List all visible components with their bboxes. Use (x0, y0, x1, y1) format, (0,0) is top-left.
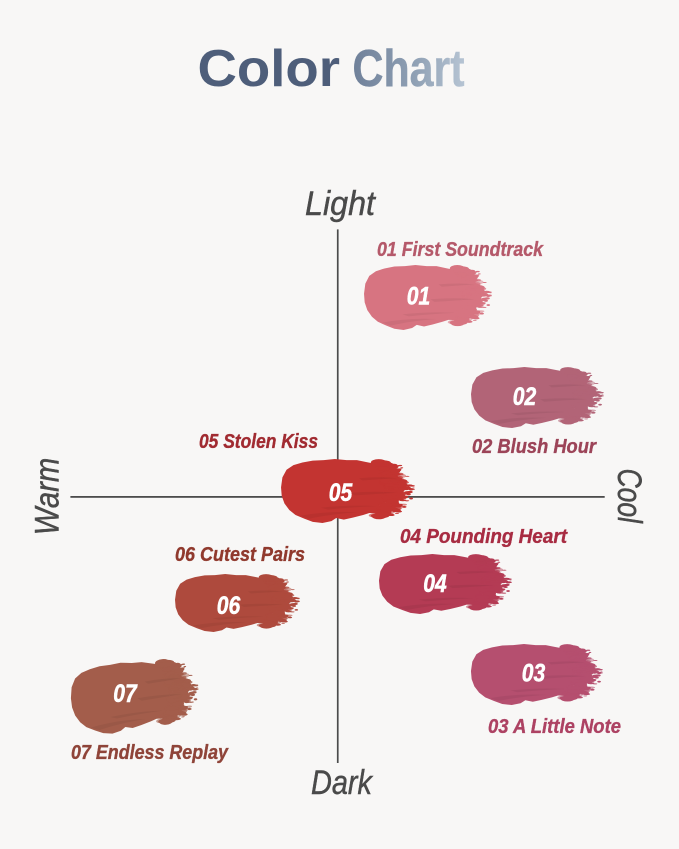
svg-text:Chart: Chart (353, 40, 465, 98)
svg-text:07: 07 (113, 680, 137, 708)
svg-text:06: 06 (217, 592, 241, 620)
svg-text:03: 03 (522, 659, 546, 687)
svg-text:01: 01 (407, 282, 431, 310)
svg-text:04 Pounding Heart: 04 Pounding Heart (400, 526, 568, 548)
svg-text:04: 04 (423, 570, 447, 598)
svg-text:05: 05 (329, 479, 353, 507)
svg-text:Dark: Dark (311, 764, 374, 802)
svg-text:06 Cutest Pairs: 06 Cutest Pairs (175, 544, 305, 566)
svg-text:Light: Light (305, 185, 376, 223)
svg-text:05 Stolen Kiss: 05 Stolen Kiss (199, 431, 318, 453)
svg-text:03 A Little Note: 03 A Little Note (488, 716, 621, 738)
svg-text:01 First Soundtrack: 01 First Soundtrack (377, 239, 544, 261)
svg-text:07 Endless Replay: 07 Endless Replay (71, 742, 229, 764)
svg-text:Color: Color (198, 40, 341, 98)
svg-text:Cool: Cool (610, 468, 648, 524)
svg-text:02 Blush Hour: 02 Blush Hour (472, 436, 597, 458)
svg-text:02: 02 (513, 383, 537, 411)
svg-text:Warm: Warm (29, 458, 67, 536)
